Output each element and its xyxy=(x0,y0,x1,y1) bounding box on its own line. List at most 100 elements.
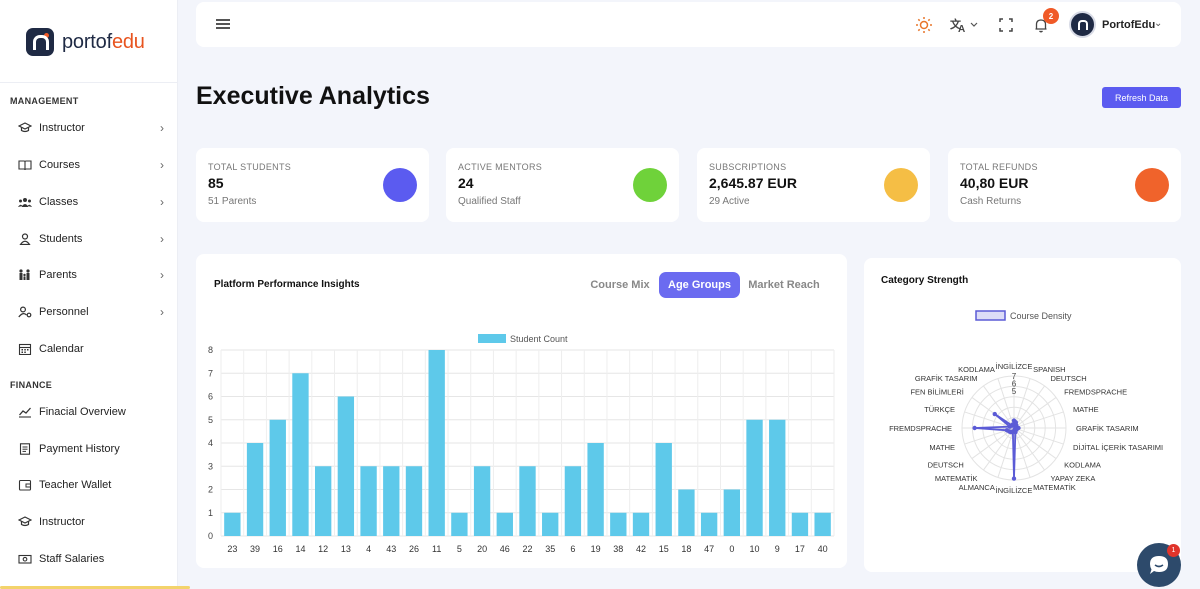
radar-axis-label: DİJİTAL İÇERİK TASARIMI xyxy=(1073,443,1163,452)
page-title: Executive Analytics xyxy=(196,82,430,110)
bar xyxy=(564,466,582,536)
bar xyxy=(314,466,332,536)
x-tick-label: 11 xyxy=(432,544,441,554)
bar xyxy=(519,466,536,536)
stat-indicator-circle xyxy=(383,168,417,202)
radar-axis-label: MATHE xyxy=(1073,405,1099,414)
sidebar-item-instructor[interactable]: Instructor › xyxy=(18,117,164,139)
bar xyxy=(610,512,627,536)
chevron-down-icon[interactable]: ⌄ xyxy=(1154,18,1163,29)
refresh-data-button[interactable]: Refresh Data xyxy=(1102,87,1181,108)
stat-card-total-refunds: TOTAL REFUNDS 40,80 EUR Cash Returns xyxy=(948,148,1181,222)
radar-axis-label: FREMDSPRACHE xyxy=(1064,388,1127,397)
stat-subtext: 29 Active xyxy=(709,196,750,207)
brand-name-accent: edu xyxy=(111,30,145,53)
sidebar-item-label: Students xyxy=(39,233,83,245)
sidebar-item-parents[interactable]: Parents › xyxy=(18,264,164,286)
sidebar-item-label: Calendar xyxy=(39,343,84,355)
category-title: Category Strength xyxy=(881,275,969,286)
avatar[interactable] xyxy=(1069,11,1096,38)
x-tick-label: 47 xyxy=(704,544,714,554)
sidebar-item-financial-overview[interactable]: Finacial Overview xyxy=(18,401,164,423)
bar xyxy=(678,489,695,536)
chevron-right-icon: › xyxy=(160,305,164,319)
bar xyxy=(791,512,809,536)
radial-tick-label: 6 xyxy=(1012,379,1017,388)
bar xyxy=(700,512,718,536)
radar-axis-label: YAPAY ZEKA xyxy=(1050,474,1095,483)
bar xyxy=(746,419,763,536)
sidebar-item-students[interactable]: Students › xyxy=(18,228,164,250)
radar-axis-label: TÜRKÇE xyxy=(924,405,955,414)
radar-axis-label: MATEMATİK xyxy=(935,474,978,483)
radar-point xyxy=(972,425,977,431)
chevron-right-icon: › xyxy=(160,121,164,135)
stat-card-subscriptions: SUBSCRIPTIONS 2,645.87 EUR 29 Active xyxy=(697,148,930,222)
sidebar-item-staff-salaries[interactable]: Staff Salaries xyxy=(18,548,164,570)
menu-icon[interactable] xyxy=(216,19,230,29)
sidebar-item-label: Courses xyxy=(39,159,80,171)
radar-spoke xyxy=(1013,397,1057,429)
sidebar-item-classes[interactable]: Classes › xyxy=(18,191,164,213)
radar-axis-label: ALMANCA xyxy=(959,483,995,492)
radar-spoke xyxy=(1013,427,1045,471)
radar-axis-label: KODLAMA xyxy=(1064,460,1101,469)
sun-icon[interactable] xyxy=(914,15,934,35)
bell-icon[interactable] xyxy=(1031,15,1051,35)
bar xyxy=(655,443,672,536)
radar-spoke xyxy=(983,427,1015,471)
sidebar-divider xyxy=(0,82,178,83)
radar-spoke xyxy=(971,427,1015,459)
sidebar-item-label: Parents xyxy=(39,269,77,281)
tab-course-mix[interactable]: Course Mix xyxy=(590,279,650,291)
sidebar-bottom-bar xyxy=(0,586,190,589)
sidebar-item-label: Payment History xyxy=(39,443,120,455)
sidebar-item-teacher-wallet[interactable]: Teacher Wallet xyxy=(18,474,164,496)
x-tick-label: 35 xyxy=(545,544,555,554)
sidebar-item-payment-history[interactable]: Payment History xyxy=(18,438,164,460)
x-tick-label: 38 xyxy=(613,544,623,554)
brand-logo[interactable]: portofedu xyxy=(26,28,145,56)
y-tick-label: 0 xyxy=(208,531,213,541)
bar xyxy=(587,443,604,536)
x-tick-label: 12 xyxy=(318,544,328,554)
section-title-management: MANAGEMENT xyxy=(10,96,79,106)
radar-spoke xyxy=(997,378,1015,429)
radar-axis-label: MATHE xyxy=(929,443,955,452)
radar-axis-label: FREMDSPRACHE xyxy=(889,424,952,433)
bar xyxy=(496,512,513,536)
radar-spoke xyxy=(983,385,1015,429)
sidebar-item-instructor-finance[interactable]: Instructor xyxy=(18,511,164,533)
sidebar-item-label: Instructor xyxy=(39,122,85,134)
bar xyxy=(269,419,286,536)
tab-age-groups[interactable]: Age Groups xyxy=(659,272,740,298)
wallet-icon xyxy=(18,478,32,492)
chevron-right-icon: › xyxy=(160,158,164,172)
y-tick-label: 4 xyxy=(208,438,213,448)
notification-badge: 2 xyxy=(1043,8,1059,24)
radar-spoke xyxy=(1013,378,1031,429)
chat-bubble-icon xyxy=(1150,556,1168,574)
radar-axis-label: DEUTSCH xyxy=(928,460,964,469)
bar xyxy=(542,512,559,536)
stat-card-active-mentors: ACTIVE MENTORS 24 Qualified Staff xyxy=(446,148,679,222)
radar-point xyxy=(1004,428,1010,433)
bar xyxy=(451,512,468,536)
user-name[interactable]: PortofEdu xyxy=(1102,19,1156,31)
chevron-right-icon: › xyxy=(160,232,164,246)
sidebar-item-courses[interactable]: Courses › xyxy=(18,154,164,176)
y-tick-label: 5 xyxy=(208,415,213,425)
bar xyxy=(814,512,831,536)
bar xyxy=(723,489,741,536)
sidebar-item-calendar[interactable]: Calendar xyxy=(18,338,164,360)
sidebar-item-label: Teacher Wallet xyxy=(39,479,112,491)
x-tick-label: 9 xyxy=(775,544,780,554)
tab-market-reach[interactable]: Market Reach xyxy=(748,279,820,291)
stat-subtext: 51 Parents xyxy=(208,196,257,207)
sidebar-item-personnel[interactable]: Personnel › xyxy=(18,301,164,323)
fullscreen-icon[interactable] xyxy=(996,15,1016,35)
legend-swatch xyxy=(975,310,1006,321)
